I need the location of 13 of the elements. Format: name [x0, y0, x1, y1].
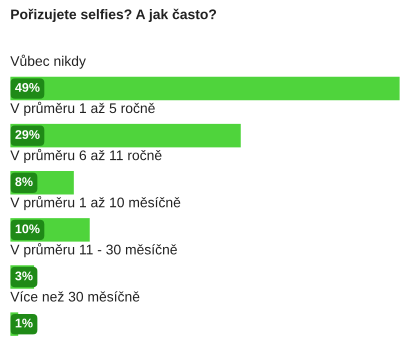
data-label: 3%: [15, 272, 33, 280]
chart-title: Pořizujete selfies? A jak často?: [11, 8, 216, 22]
data-label: 1%: [16, 318, 33, 328]
data-label: 8%: [15, 177, 33, 186]
data-label: 49%: [15, 83, 40, 92]
y-tick-label: Vůbec nikdy: [10, 54, 86, 69]
y-tick-label: Více než 30 měsíčně: [10, 291, 140, 302]
y-tick-label: V průměru 11 - 30 měsíčně: [10, 243, 177, 258]
y-tick-label: V průměru 6 až 11 ročně: [10, 148, 162, 163]
data-label: 10%: [16, 224, 40, 234]
y-tick-label: V průměru 1 až 10 měsíčně: [10, 196, 180, 210]
data-label: 29%: [15, 130, 40, 139]
y-tick-label: V průměru 1 až 5 ročně: [10, 102, 155, 116]
